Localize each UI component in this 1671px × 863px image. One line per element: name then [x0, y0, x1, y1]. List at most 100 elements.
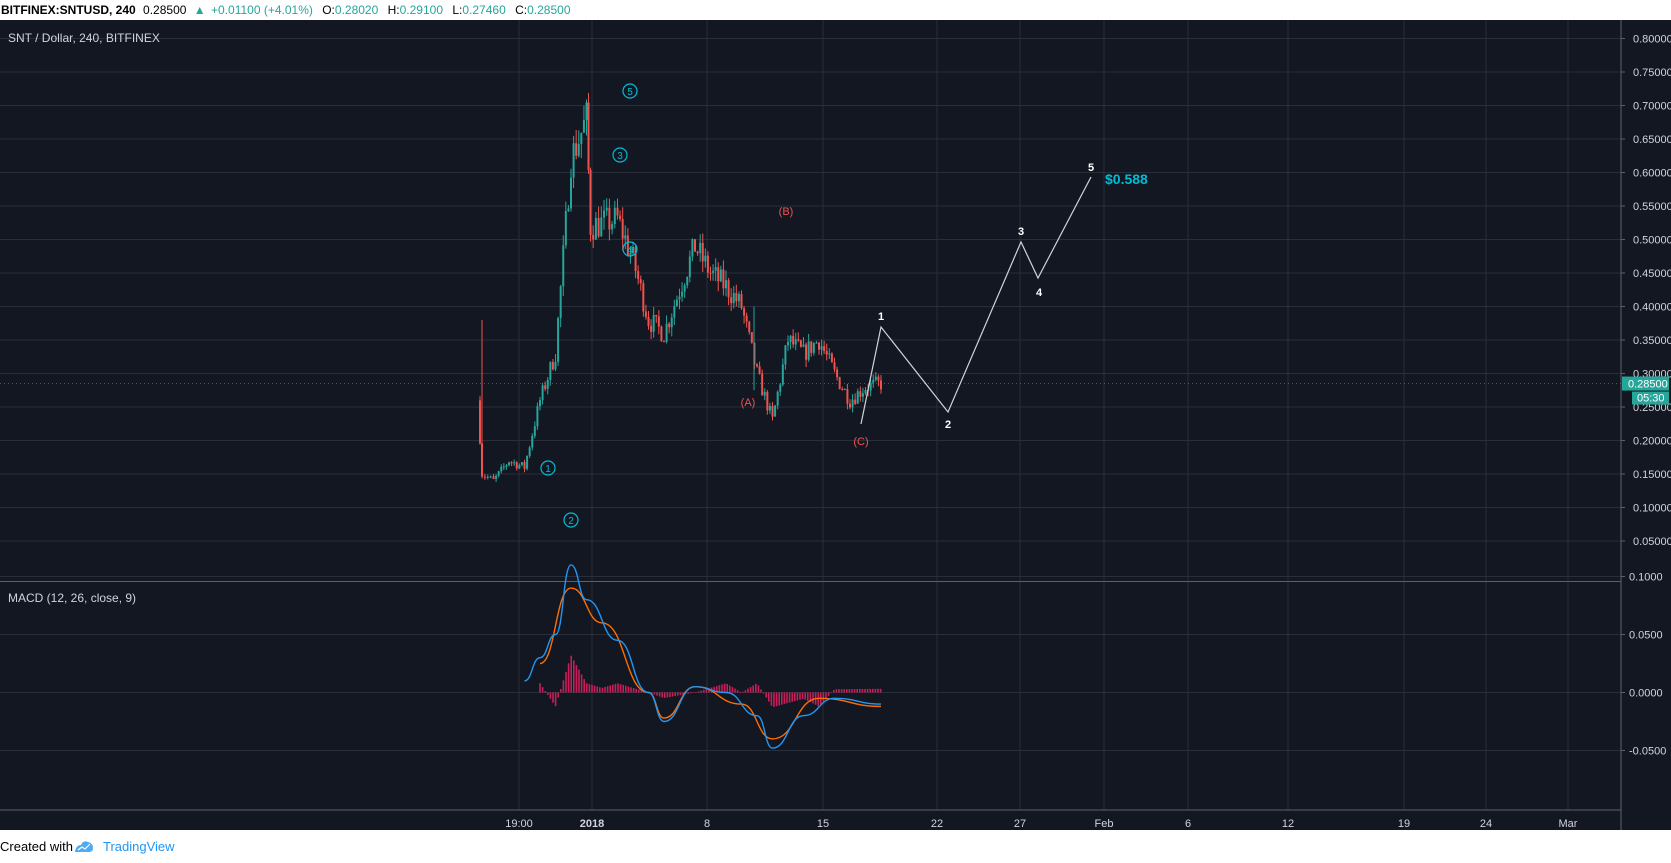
svg-text:5: 5: [627, 87, 633, 98]
candle-body: [748, 321, 751, 333]
candle-body: [771, 405, 774, 417]
macd-histogram-bar: [687, 692, 689, 694]
price-axis[interactable]: 0.80000 0.75000 0.70000 0.65000 0.60000 0.550…: [1621, 34, 1671, 549]
macd-histogram-bar: [674, 692, 676, 697]
candle-body: [861, 393, 864, 397]
macd-histogram-bar: [773, 692, 775, 707]
candle-body: [712, 270, 715, 274]
macd-histogram-bar: [864, 688, 866, 693]
symbol-label[interactable]: BITFINEX:SNTUSD, 240: [1, 3, 136, 17]
candle-body: [859, 391, 862, 397]
macd-histogram-bar: [713, 686, 715, 693]
candle-body: [660, 326, 663, 342]
macd-histogram-bar: [682, 692, 684, 695]
macd-histogram-bar: [580, 674, 583, 693]
candle-body: [699, 242, 702, 254]
candle-body: [877, 376, 880, 381]
main-legend[interactable]: SNT / Dollar, 240, BITFINEX: [8, 31, 160, 45]
macd-histogram-bar: [742, 691, 744, 693]
macd-tick-label: 0.0500: [1629, 630, 1663, 642]
candle-body: [597, 218, 600, 237]
candle-body: [541, 385, 544, 401]
correction-wave-b[interactable]: (B): [779, 206, 794, 218]
macd-line: [524, 564, 882, 749]
symbol-header: BITFINEX:SNTUSD, 240 0.28500 ▲ +0.01100 …: [0, 0, 1671, 20]
time-tick-label: 15: [817, 818, 829, 830]
candle-body: [489, 476, 492, 478]
projection-wave[interactable]: 1 2 3 4 5 $0.588: [860, 162, 1148, 431]
macd-tick-label: -0.0500: [1629, 746, 1666, 758]
macd-histogram-bar: [861, 688, 864, 693]
macd-legend[interactable]: MACD (12, 26, close, 9): [8, 591, 136, 605]
macd-histogram-bar: [768, 692, 770, 702]
candle-body: [642, 283, 645, 312]
macd-histogram-bar: [817, 692, 819, 707]
last-price: 0.28500: [143, 3, 187, 17]
candle-body: [686, 277, 689, 286]
impulse-wave-3[interactable]: 3: [612, 147, 628, 163]
macd-histogram-bar: [549, 692, 552, 699]
price-tick-label: 0.80000: [1633, 34, 1671, 46]
candle-body: [756, 364, 758, 367]
candle-body: [520, 462, 523, 465]
macd-histogram-bar: [677, 692, 679, 696]
price-tick-label: 0.50000: [1633, 235, 1671, 247]
countdown-label: 05:30: [1637, 393, 1665, 405]
macd-histogram-bar: [778, 692, 780, 706]
chart-area[interactable]: 0.80000 0.75000 0.70000 0.65000 0.60000 0.550…: [0, 20, 1671, 830]
candle-body: [880, 380, 882, 390]
time-tick-label: 19:00: [505, 818, 533, 830]
candle-body: [774, 405, 777, 417]
macd-histogram-bar: [833, 690, 835, 693]
candle-body: [681, 291, 684, 297]
projection-path[interactable]: [860, 176, 1092, 425]
candle-body: [719, 269, 722, 282]
macd-histogram-bar: [560, 688, 562, 693]
macd-histogram-bar: [866, 688, 869, 693]
candle-body: [781, 364, 784, 385]
macd-histogram-bar: [783, 692, 786, 705]
macd-histogram-bar: [799, 692, 801, 700]
projection-wave-2: 2: [945, 419, 951, 431]
candle-body: [629, 252, 632, 256]
candle-body: [725, 280, 727, 289]
candle-body: [709, 272, 712, 274]
close-value: 0.28500: [527, 3, 571, 17]
candle-body: [644, 311, 647, 317]
candle-body: [810, 341, 813, 353]
candle-body: [797, 339, 800, 341]
candle-body: [761, 373, 764, 396]
created-with-label: Created with: [0, 839, 73, 854]
impulse-wave-4[interactable]: 4: [622, 241, 638, 257]
candle-body: [570, 177, 572, 209]
candle-body: [830, 353, 833, 363]
macd-axis[interactable]: 0.1000 0.0500 0.0000 -0.0500: [1621, 572, 1666, 758]
candle-body: [688, 256, 691, 278]
correction-wave-c[interactable]: (C): [853, 436, 868, 448]
candle-body: [557, 317, 560, 362]
impulse-wave-2[interactable]: 2: [563, 512, 579, 528]
candle-body: [572, 143, 575, 178]
open-label: O:: [322, 3, 335, 17]
time-axis[interactable]: 19:00 2018 8 15 22 27 Feb 6 12 19 24 Mar: [505, 818, 1578, 830]
candle-body: [838, 377, 841, 389]
candle-body: [577, 143, 580, 156]
candle-body: [706, 255, 709, 273]
time-tick-label: 8: [704, 818, 710, 830]
macd-histogram-bar: [827, 692, 830, 696]
correction-wave-a[interactable]: (A): [741, 397, 756, 409]
candle-body: [613, 207, 616, 224]
candle-body: [575, 143, 578, 156]
candle-body: [745, 315, 748, 322]
candle-body: [549, 362, 552, 380]
target-price-label[interactable]: $0.588: [1105, 171, 1148, 187]
candle-body: [843, 389, 846, 391]
impulse-wave-1[interactable]: 1: [540, 460, 556, 476]
candle-body: [611, 223, 614, 230]
price-change: +0.01100 (+4.01%): [211, 3, 313, 17]
candle-body: [802, 344, 805, 347]
tradingview-link[interactable]: TradingView: [103, 839, 175, 854]
impulse-wave-5[interactable]: 5: [622, 83, 638, 99]
candle-body: [562, 245, 565, 287]
macd-histogram-bar: [567, 663, 570, 693]
